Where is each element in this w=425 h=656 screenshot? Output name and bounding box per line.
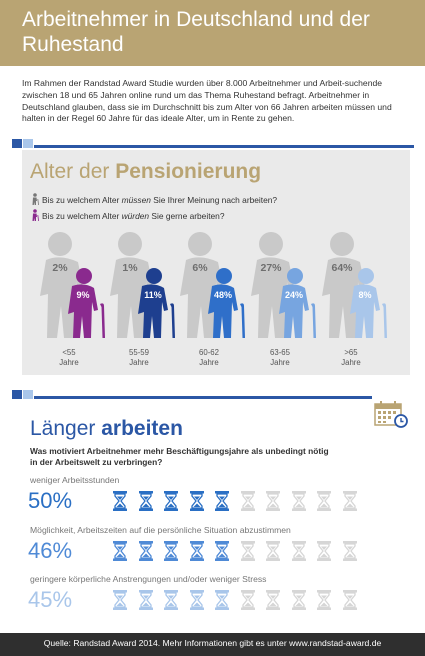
work-question: Was motiviert Arbeitnehmer mehr Beschäft… xyxy=(30,446,329,467)
age-group: 6% 48% 60-62 Jahre xyxy=(178,230,248,370)
age-group: 2% 9% <55 Jahre xyxy=(38,230,108,370)
work-item-percent: 46% xyxy=(28,538,73,563)
page-title: Arbeitnehmer in Deutschland und der Ruhe… xyxy=(22,8,370,56)
elderly-figures-icon xyxy=(40,232,105,338)
q1-text-before: Bis zu welchem Alter xyxy=(42,195,122,205)
hourglass-empty-icon xyxy=(291,541,306,561)
q2-text-after: Sie gerne arbeiten? xyxy=(149,211,225,221)
work-item-percent: 50% xyxy=(28,488,73,513)
work-title: Länger arbeiten xyxy=(30,417,183,441)
work-item-label: Möglichkeit, Arbeitszeiten auf die persö… xyxy=(30,525,291,535)
q2-text-before: Bis zu welchem Alter xyxy=(42,211,122,221)
age-unit: Jahre xyxy=(341,357,361,367)
pct-must-label: 27% xyxy=(260,262,282,274)
pct-must-label: 2% xyxy=(52,262,68,274)
question-would: Bis zu welchem Alter würden Sie gerne ar… xyxy=(42,211,225,221)
hourglass-empty-icon xyxy=(291,590,306,610)
hourglass-filled-icon xyxy=(215,541,229,561)
elderly-person-gray-icon xyxy=(32,193,39,205)
header-banner: Arbeitnehmer in Deutschland und der Ruhe… xyxy=(0,0,425,66)
q1-text-after: Sie Ihrer Meinung nach arbeiten? xyxy=(150,195,278,205)
pct-must-label: 1% xyxy=(122,262,138,274)
work-item-label: weniger Arbeitsstunden xyxy=(30,475,120,485)
work-item-percent: 45% xyxy=(28,587,73,612)
age-range-label: 63-65 Jahre xyxy=(255,348,305,367)
pension-title: Alter der Pensionierung xyxy=(30,160,261,184)
hourglass-filled-icon xyxy=(138,541,153,561)
age-group: 64% 8% >65 Jahre xyxy=(320,230,390,370)
footer-source: Quelle: Randstad Award 2014. Mehr Inform… xyxy=(43,638,382,648)
hourglass-empty-icon xyxy=(240,541,255,561)
age-range-label: >65 Jahre xyxy=(326,348,376,367)
hourglass-empty-icon xyxy=(342,590,357,610)
age-unit: Jahre xyxy=(199,357,219,367)
pension-title-light: Alter der xyxy=(30,160,116,183)
hourglass-empty-icon xyxy=(266,590,280,610)
hourglass-empty-icon xyxy=(266,491,280,511)
pct-would-label: 11% xyxy=(144,290,162,300)
hourglass-filled-icon xyxy=(138,491,153,511)
hourglass-empty-icon xyxy=(317,491,331,511)
hourglass-filled-icon xyxy=(189,491,204,511)
age-range: 63-65 xyxy=(270,348,290,357)
elderly-figures-icon xyxy=(110,232,175,338)
hourglass-empty-icon xyxy=(317,590,331,610)
age-range-label: <55 Jahre xyxy=(44,348,94,367)
question-must: Bis zu welchem Alter müssen Sie Ihrer Me… xyxy=(42,195,277,205)
footer-bar: Quelle: Randstad Award 2014. Mehr Inform… xyxy=(0,633,425,656)
intro-text: Im Rahmen der Randstad Award Studie wurd… xyxy=(22,78,392,124)
hourglass-filled-icon xyxy=(113,541,127,561)
pension-title-bold: Pensionierung xyxy=(115,160,262,183)
hourglass-empty-icon xyxy=(342,491,357,511)
pct-must-label: 64% xyxy=(331,262,353,274)
section-divider-pension xyxy=(12,139,414,148)
pct-would-label: 48% xyxy=(213,290,232,300)
q1-text-em: müssen xyxy=(121,195,151,205)
hourglass-filled-icon xyxy=(189,590,204,610)
age-unit: Jahre xyxy=(270,357,290,367)
work-title-light: Länger xyxy=(30,417,102,440)
work-title-bold: arbeiten xyxy=(101,417,183,440)
hourglass-filled-icon xyxy=(113,590,127,610)
elderly-figures-icon xyxy=(322,232,387,338)
hourglass-empty-icon xyxy=(317,541,331,561)
q2-text-em: würden xyxy=(121,211,150,221)
age-range: 55-59 xyxy=(129,348,149,357)
hourglass-empty-icon xyxy=(291,491,306,511)
hourglass-filled-icon xyxy=(164,541,178,561)
hourglass-empty-icon xyxy=(342,541,357,561)
hourglass-filled-icon xyxy=(113,491,127,511)
hourglass-filled-icon xyxy=(138,590,153,610)
hourglass-filled-icon xyxy=(215,590,229,610)
age-range: 60-62 xyxy=(199,348,219,357)
age-range: >65 xyxy=(344,348,358,357)
age-range-label: 55-59 Jahre xyxy=(114,348,164,367)
age-unit: Jahre xyxy=(59,357,79,367)
work-item-label: geringere körperliche Anstrengungen und/… xyxy=(30,574,267,584)
hourglass-filled-icon xyxy=(164,491,178,511)
age-group: 27% 24% 63-65 Jahre xyxy=(249,230,319,370)
age-group: 1% 11% 55-59 Jahre xyxy=(108,230,178,370)
age-unit: Jahre xyxy=(129,357,149,367)
section-divider-work xyxy=(12,390,372,399)
calendar-icon xyxy=(374,401,408,428)
hourglass-empty-icon xyxy=(240,590,255,610)
pct-would-label: 9% xyxy=(76,290,90,300)
hourglass-filled-icon xyxy=(189,541,204,561)
hourglass-filled-icon xyxy=(164,590,178,610)
hourglass-empty-icon xyxy=(240,491,255,511)
hourglass-empty-icon xyxy=(266,541,280,561)
age-range: <55 xyxy=(62,348,76,357)
elderly-figures-icon xyxy=(251,232,316,338)
pct-must-label: 6% xyxy=(192,262,208,274)
elderly-figures-icon xyxy=(180,232,245,338)
hourglass-filled-icon xyxy=(215,491,229,511)
pct-would-label: 24% xyxy=(284,290,303,300)
elderly-person-purple-icon xyxy=(32,209,39,221)
age-range-label: 60-62 Jahre xyxy=(184,348,234,367)
pct-would-label: 8% xyxy=(358,290,372,300)
